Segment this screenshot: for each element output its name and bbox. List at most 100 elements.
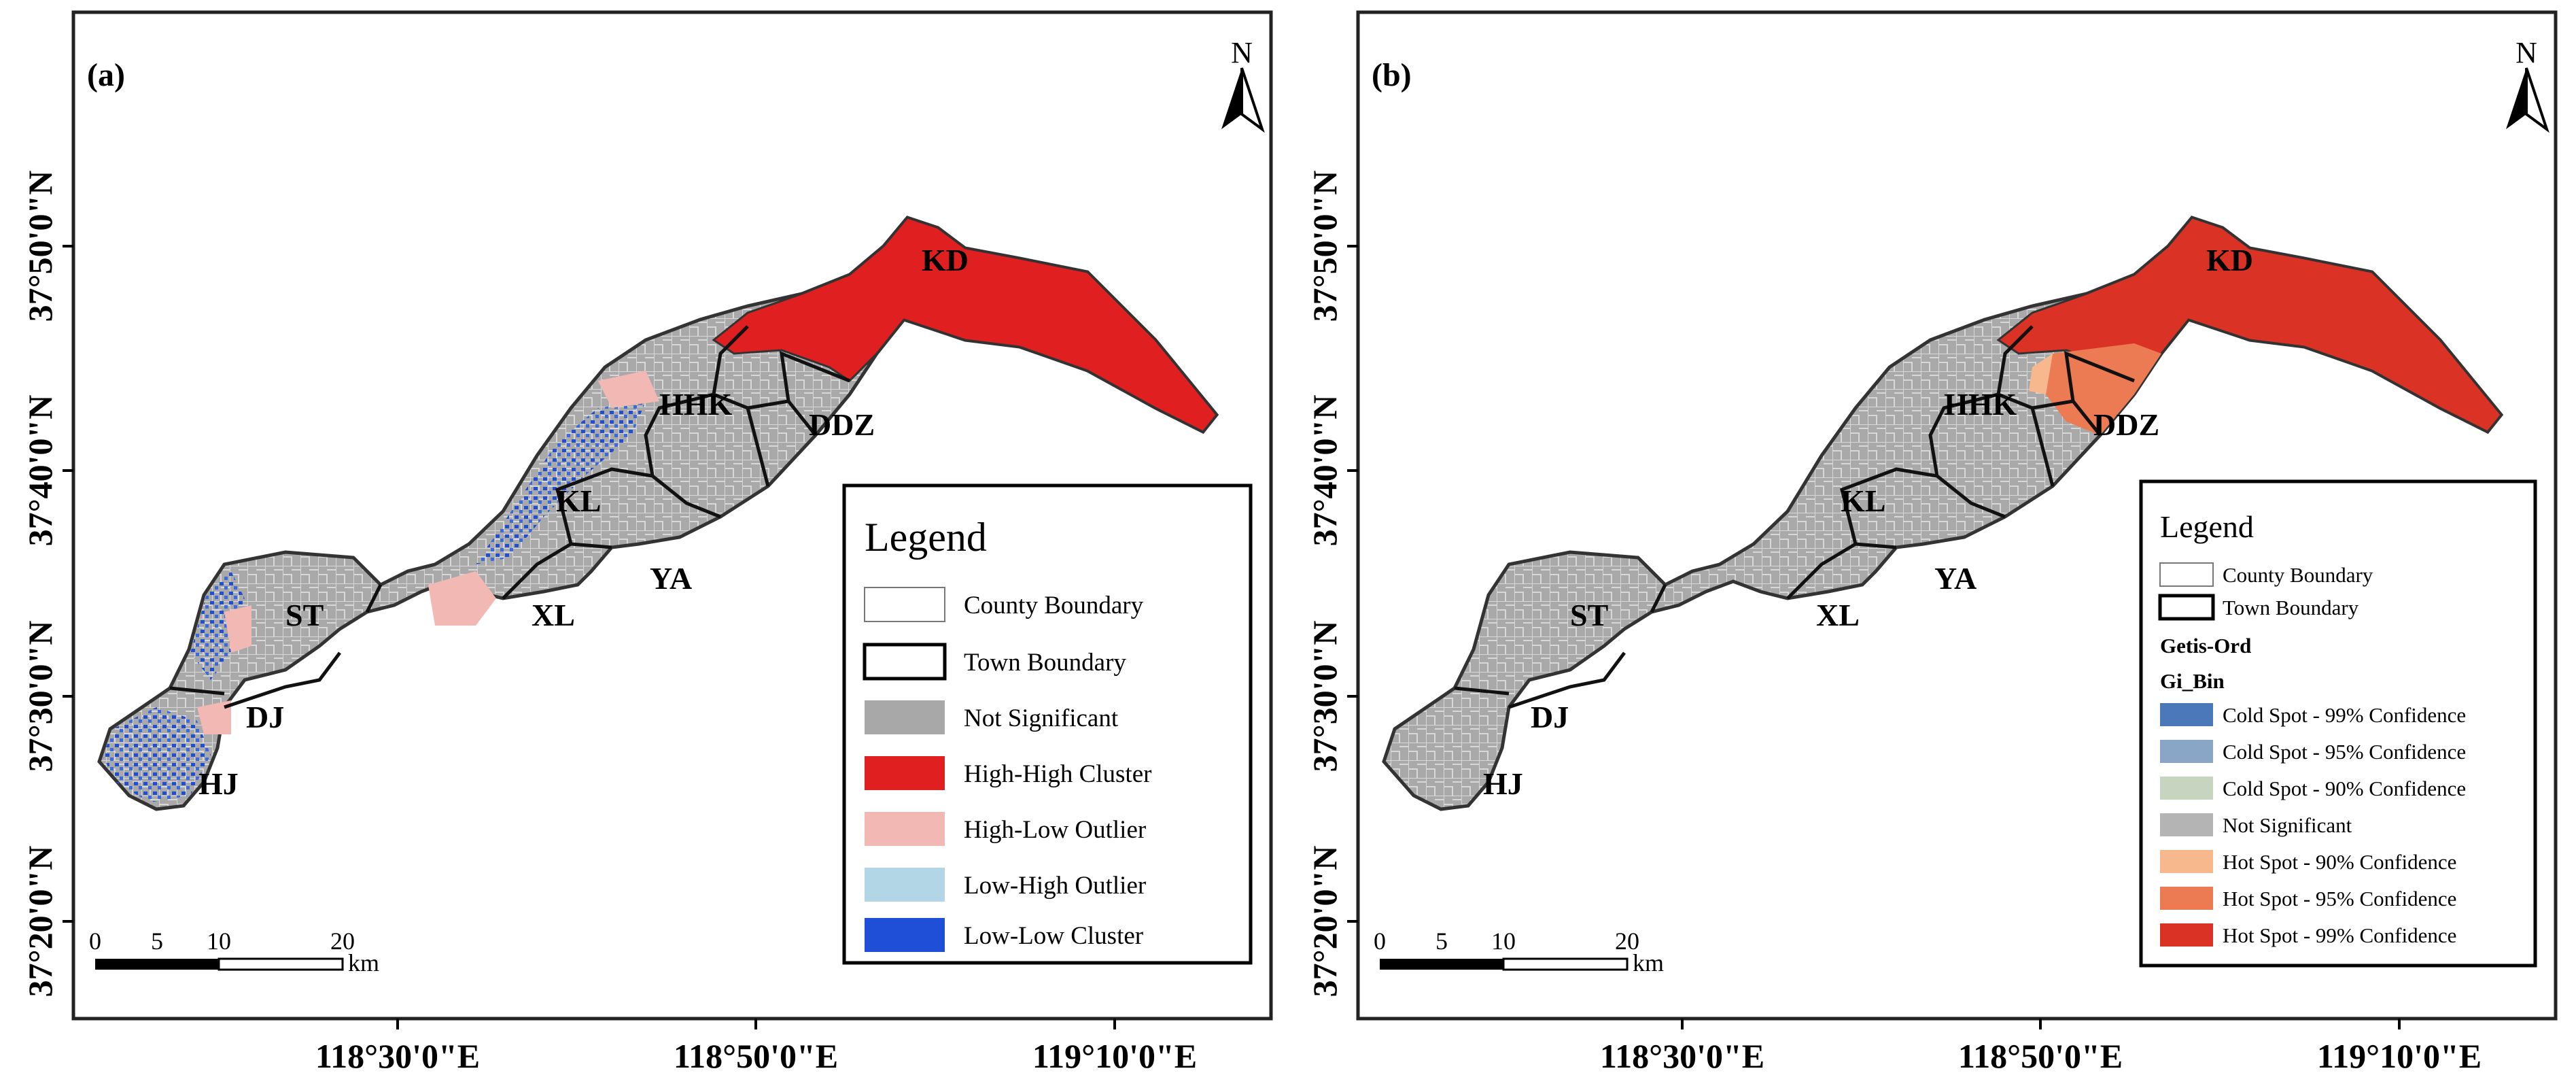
high-low-outlier-xl <box>428 571 496 626</box>
legend-label: Cold Spot - 90% Confidence <box>2223 777 2466 800</box>
legend-swatch-town <box>863 643 947 681</box>
x-tick-label: 118°50'0"E <box>674 1037 838 1073</box>
scale-label: 5 <box>151 927 163 955</box>
hot-spot-95-ddz <box>2046 343 2161 435</box>
y-tick-label: 37°50'0"N <box>1306 171 1344 322</box>
legend-subtitle: Getis-Ord <box>2160 634 2251 658</box>
legend-label: Cold Spot - 99% Confidence <box>2223 703 2466 727</box>
high-low-outlier-hhk <box>598 371 659 408</box>
town-label-xl: XL <box>532 598 575 632</box>
scale-label: 20 <box>1615 927 1639 955</box>
high-low-outlier-dj <box>197 700 231 734</box>
legend-label: County Boundary <box>964 592 1144 619</box>
town-label-kd: KD <box>2206 243 2253 277</box>
y-tick-label: 37°50'0"N <box>21 171 59 322</box>
y-tick-label: 37°30'0"N <box>21 621 59 772</box>
scale-label: 20 <box>330 927 355 955</box>
scale-label: 0 <box>89 927 101 955</box>
panel-a-map <box>99 218 1217 809</box>
panel-a: (a) N KD HHK DDZ KL YA ST XL DJ HJ 37°50… <box>21 10 1273 1073</box>
legend-label: Low-High Outlier <box>964 872 1146 900</box>
legend-swatch-cold-90 <box>2160 777 2213 800</box>
x-tick-label: 118°50'0"E <box>1958 1037 2123 1073</box>
north-label: N <box>2516 36 2537 69</box>
y-tick-label: 37°30'0"N <box>1306 621 1344 772</box>
legend-swatch-hot-99 <box>2160 923 2213 947</box>
legend-label: High-Low Outlier <box>964 816 1146 844</box>
legend-swatch-high-low <box>865 812 945 846</box>
town-label-ya: YA <box>1934 561 1977 596</box>
x-tick-label: 118°30'0"E <box>315 1037 480 1073</box>
town-label-hhk: HHK <box>659 387 733 422</box>
panel-b-town-labels: KD HHK DDZ KL YA ST XL DJ HJ <box>1483 243 2253 801</box>
legend-swatch-county <box>2159 562 2214 587</box>
panel-a-label: (a) <box>87 57 125 93</box>
town-label-st: ST <box>285 598 324 632</box>
low-low-cluster-hj <box>102 707 211 802</box>
legend-swatch-not-significant <box>2160 813 2213 836</box>
panel-a-legend: Legend County Boundary Town Boundary Not… <box>842 483 1253 965</box>
low-low-cluster-kl <box>476 401 646 564</box>
panel-b-legend: Legend County Boundary Town Boundary Get… <box>2139 479 2537 968</box>
legend-label: Town Boundary <box>964 649 1126 677</box>
y-tick-label: 37°40'0"N <box>21 395 59 547</box>
y-tick-label: 37°40'0"N <box>1306 395 1344 547</box>
panel-a-y-ticks: 37°50'0"N 37°40'0"N 37°30'0"N 37°20'0"N <box>21 171 73 997</box>
legend-swatch-low-high <box>865 868 945 902</box>
y-tick-label: 37°20'0"N <box>1306 846 1344 998</box>
legend-swatch-town <box>2158 594 2215 621</box>
scale-label: 10 <box>1491 927 1516 955</box>
legend-label: Cold Spot - 95% Confidence <box>2223 740 2466 764</box>
legend-label: Not Significant <box>964 704 1119 732</box>
town-label-dj: DJ <box>1531 700 1569 734</box>
legend-label: Hot Spot - 90% Confidence <box>2223 850 2456 874</box>
legend-label: Hot Spot - 95% Confidence <box>2223 887 2456 910</box>
panel-a-x-ticks: 118°30'0"E 118°50'0"E 119°10'0"E <box>315 1019 1197 1073</box>
panel-a-north-arrow: N <box>1221 36 1265 133</box>
x-tick-label: 119°10'0"E <box>2317 1037 2482 1073</box>
x-tick-label: 119°10'0"E <box>1032 1037 1197 1073</box>
scale-unit: km <box>348 949 379 976</box>
scale-label: 5 <box>1435 927 1448 955</box>
town-label-st: ST <box>1570 598 1608 632</box>
panel-b-x-ticks: 118°30'0"E 118°50'0"E 119°10'0"E <box>1600 1019 2482 1073</box>
panel-b-y-ticks: 37°50'0"N 37°40'0"N 37°30'0"N 37°20'0"N <box>1306 171 1358 998</box>
town-label-hj: HJ <box>198 766 239 801</box>
panel-b-map <box>1384 218 2501 809</box>
town-label-hj: HJ <box>1483 766 1523 801</box>
legend-swatch-high-high <box>865 756 945 790</box>
panel-a-town-labels: KD HHK DDZ KL YA ST XL DJ HJ <box>198 243 969 801</box>
town-label-xl: XL <box>1816 598 1860 632</box>
town-label-ddz: DDZ <box>2093 407 2159 442</box>
north-label: N <box>1231 36 1253 69</box>
legend-swatch-hot-95 <box>2160 887 2213 910</box>
hot-spot-90-ddz <box>2029 354 2053 394</box>
legend-label: Hot Spot - 99% Confidence <box>2223 923 2456 947</box>
legend-title: Legend <box>2160 509 2254 544</box>
legend-label: Not Significant <box>2223 813 2352 837</box>
town-label-kl: KL <box>1841 483 1885 518</box>
legend-swatch-hot-90 <box>2160 850 2213 873</box>
panel-a-scale-bar: 0 5 10 20 km <box>89 927 379 976</box>
legend-label: Low-Low Cluster <box>964 922 1143 950</box>
town-label-kd: KD <box>922 243 969 277</box>
scale-label: 0 <box>1374 927 1386 955</box>
scale-unit: km <box>1633 949 1664 976</box>
legend-swatch-low-low <box>865 918 945 952</box>
legend-subtitle: Gi_Bin <box>2160 669 2225 693</box>
legend-label: High-High Cluster <box>964 760 1151 788</box>
legend-title: Legend <box>865 515 987 560</box>
town-label-ya: YA <box>650 561 692 596</box>
panel-b: (b) N KD HHK DDZ KL YA ST XL DJ HJ 37°50… <box>1306 10 2558 1073</box>
town-label-dj: DJ <box>246 700 284 734</box>
x-tick-label: 118°30'0"E <box>1600 1037 1764 1073</box>
town-label-ddz: DDZ <box>809 407 875 442</box>
legend-label: Town Boundary <box>2223 596 2359 619</box>
panel-b-scale-bar: 0 5 10 20 km <box>1374 927 1664 976</box>
legend-swatch-not-significant <box>865 700 945 734</box>
panel-a-town-boundaries <box>169 325 850 709</box>
legend-swatch-cold-95 <box>2160 740 2213 763</box>
legend-swatch-county <box>864 587 945 622</box>
high-low-outlier-st <box>224 605 251 653</box>
town-label-kl: KL <box>556 483 601 518</box>
